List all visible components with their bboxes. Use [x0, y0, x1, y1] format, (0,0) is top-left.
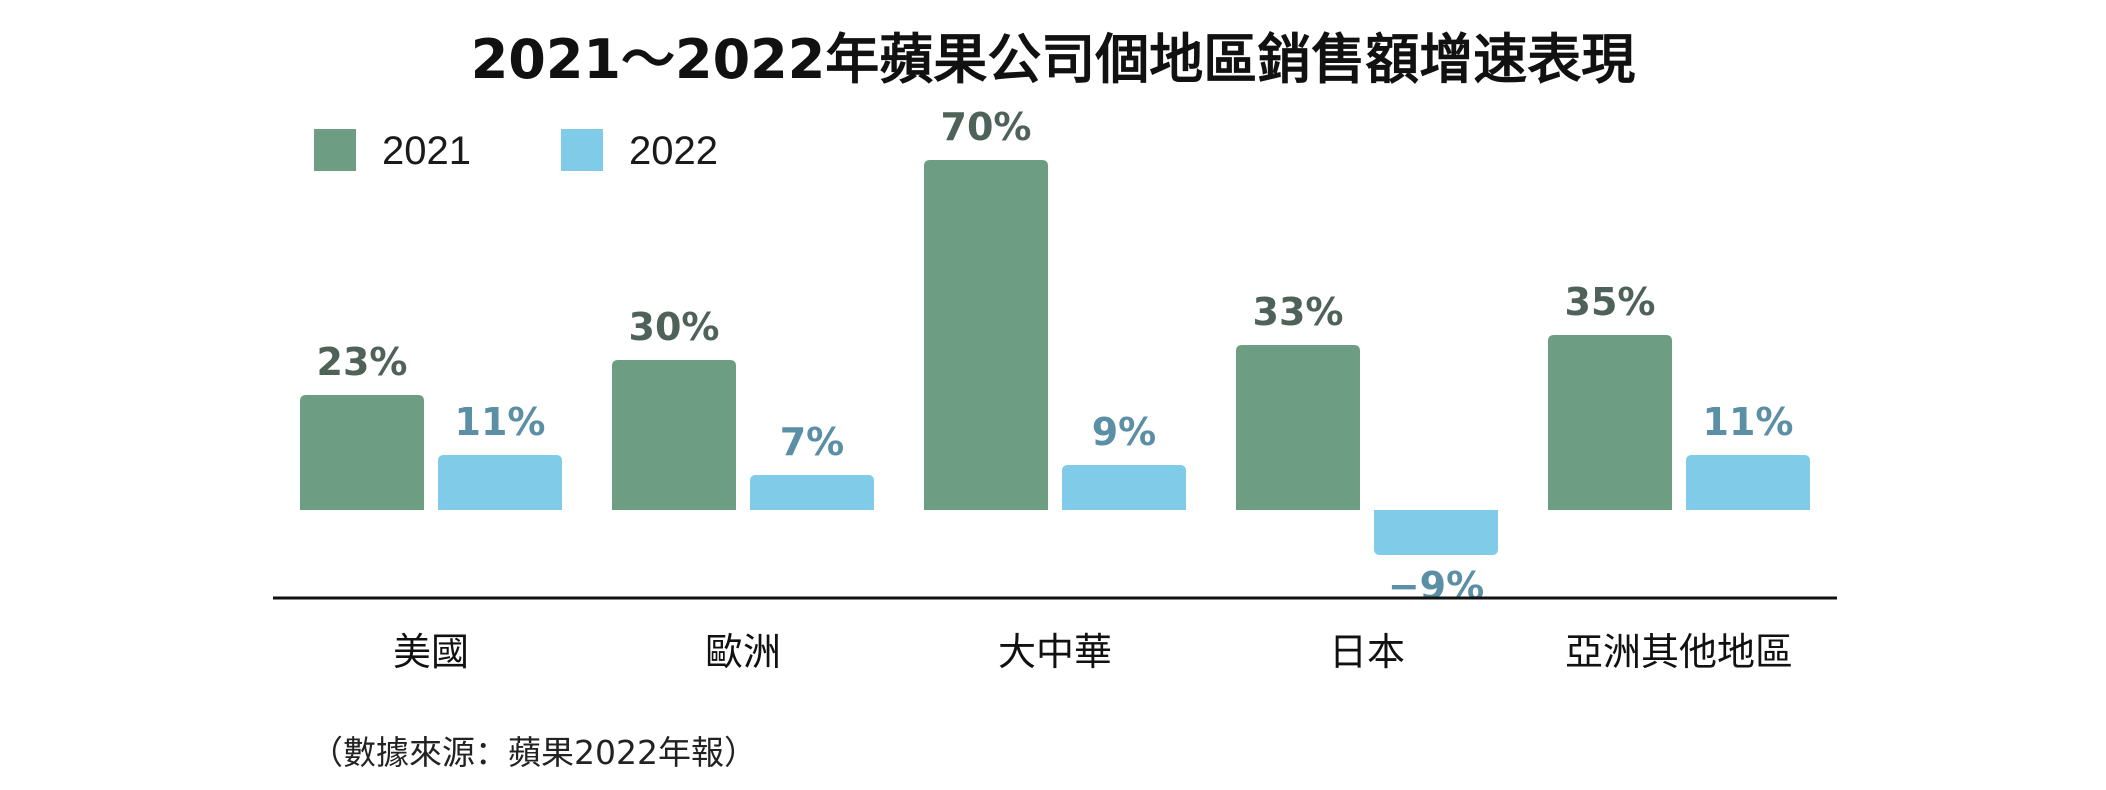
- source-note: （數據來源：蘋果2022年報）: [310, 733, 757, 772]
- category-label-4: 日本: [1329, 630, 1405, 674]
- category-label-2: 歐洲: [705, 630, 781, 674]
- value-label-2021-3: 70%: [941, 105, 1032, 149]
- bar-2021-3: [924, 160, 1048, 510]
- value-label-2022-5: 11%: [1703, 400, 1794, 444]
- value-label-2021-5: 35%: [1565, 280, 1656, 324]
- category-label-1: 美國: [393, 630, 469, 674]
- value-label-2021-2: 30%: [629, 305, 720, 349]
- bar-2022-4: [1374, 510, 1498, 555]
- bar-2022-2: [750, 475, 874, 510]
- legend: 2021 2022: [314, 129, 718, 173]
- value-label-2021-1: 23%: [317, 340, 408, 384]
- value-labels-group: 23% 11% 30% 7% 70% 9% 33% −9% 35% 11%: [317, 105, 1794, 608]
- value-label-2022-2: 7%: [780, 420, 845, 464]
- bar-2021-2: [612, 360, 736, 510]
- category-label-5: 亞洲其他地區: [1565, 630, 1793, 674]
- value-label-2022-3: 9%: [1092, 410, 1157, 454]
- category-label-3: 大中華: [998, 630, 1112, 674]
- bar-2021-1: [300, 395, 424, 510]
- bars-group: [300, 160, 1810, 555]
- legend-label-2022: 2022: [629, 129, 718, 173]
- legend-swatch-2021: [314, 129, 356, 171]
- bar-2021-5: [1548, 335, 1672, 510]
- chart-title: 2021～2022年蘋果公司個地區銷售額增速表現: [471, 28, 1636, 91]
- value-label-2022-4: −9%: [1388, 564, 1484, 608]
- bar-2022-5: [1686, 455, 1810, 510]
- legend-swatch-2022: [561, 129, 603, 171]
- category-labels-group: 美國 歐洲 大中華 日本 亞洲其他地區: [393, 630, 1793, 674]
- legend-label-2021: 2021: [382, 129, 471, 173]
- value-label-2021-4: 33%: [1253, 290, 1344, 334]
- bar-2021-4: [1236, 345, 1360, 510]
- bar-2022-1: [438, 455, 562, 510]
- bar-2022-3: [1062, 465, 1186, 510]
- value-label-2022-1: 11%: [455, 400, 546, 444]
